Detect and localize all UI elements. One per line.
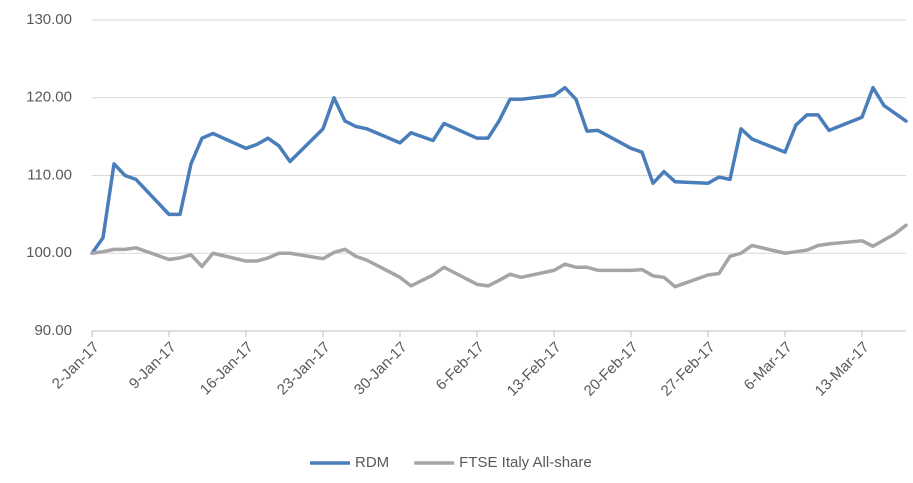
- x-tick-label: 2-Jan-17: [49, 339, 103, 393]
- y-tick-label: 120.00: [26, 89, 72, 106]
- x-tick-label: 9-Jan-17: [126, 339, 180, 393]
- x-tick-label: 30-Jan-17: [351, 339, 411, 399]
- y-tick-label: 100.00: [26, 244, 72, 261]
- x-tick-label: 13-Mar-17: [812, 339, 873, 400]
- y-tick-label: 90.00: [34, 322, 72, 339]
- x-tick-label: 20-Feb-17: [581, 339, 642, 400]
- x-tick-label: 16-Jan-17: [197, 339, 257, 399]
- y-tick-label: 130.00: [26, 11, 72, 28]
- x-tick-label: 13-Feb-17: [504, 339, 565, 400]
- x-tick-label: 6-Feb-17: [433, 339, 488, 394]
- y-tick-label: 110.00: [27, 166, 72, 183]
- legend-label: FTSE Italy All-share: [459, 454, 592, 471]
- x-tick-label: 27-Feb-17: [658, 339, 719, 400]
- series-line: [90, 223, 908, 289]
- x-tick-label: 6-Mar-17: [741, 339, 796, 394]
- legend-label: RDM: [355, 454, 389, 471]
- x-tick-label: 23-Jan-17: [274, 339, 334, 399]
- series-line: [90, 85, 908, 255]
